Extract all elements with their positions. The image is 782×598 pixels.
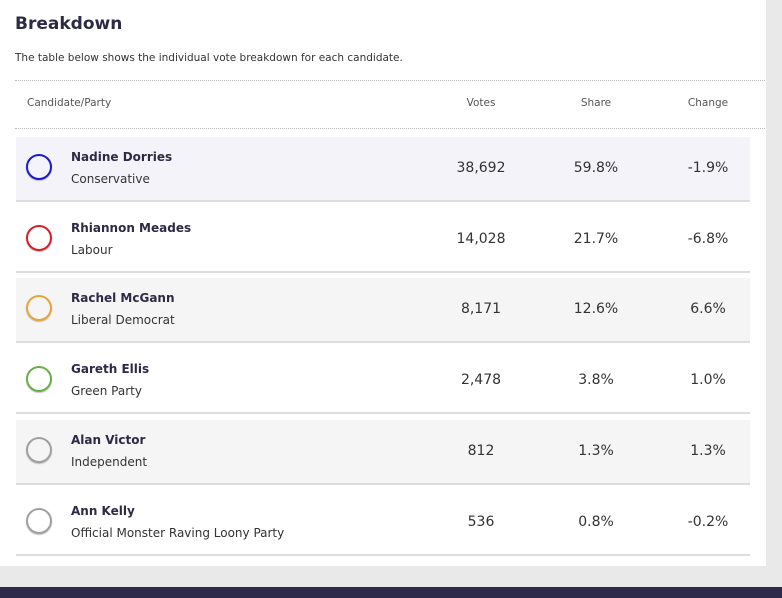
votes: 8,171 bbox=[460, 301, 502, 318]
candidate-row: Rachel McGann Liberal Democrat 8,171 12.6% 6… bbox=[16, 278, 750, 342]
candidate-name: Rachel McGann bbox=[71, 291, 175, 306]
share: 0.8% bbox=[578, 513, 614, 530]
candidate-name: Rhiannon Meades bbox=[71, 220, 192, 235]
change: 1.0% bbox=[690, 372, 726, 389]
change: -6.8% bbox=[687, 230, 729, 247]
party-name: Independent bbox=[71, 454, 148, 469]
votes: 38,692 bbox=[456, 160, 506, 176]
divider bbox=[15, 128, 765, 129]
party-name: Green Party bbox=[71, 384, 142, 399]
candidate-name: Nadine Dorries bbox=[71, 150, 173, 164]
share: 1.3% bbox=[578, 442, 614, 459]
description: The table below shows the individual vot… bbox=[15, 52, 403, 64]
candidate-name: Alan Victor bbox=[71, 432, 146, 447]
votes: 536 bbox=[467, 513, 495, 530]
votes: 812 bbox=[467, 442, 495, 459]
party-circle bbox=[26, 295, 52, 322]
column-header: Change bbox=[687, 97, 729, 109]
party-name: Labour bbox=[71, 242, 113, 257]
party-name: Conservative bbox=[71, 172, 150, 186]
change: -1.9% bbox=[687, 160, 729, 176]
party-name: Liberal Democrat bbox=[71, 313, 175, 328]
column-header: Candidate/Party bbox=[27, 97, 112, 109]
party-circle bbox=[26, 507, 52, 534]
change: 6.6% bbox=[690, 301, 726, 318]
candidate-row: Alan Victor Independent 812 1.3% 1.3% bbox=[16, 419, 750, 483]
candidate-row: Rhiannon Meades Labour 14,028 21.7% -6.8% bbox=[16, 207, 750, 271]
candidate-row: Gareth Ellis Green Party 2,478 3.8% 1.0% bbox=[16, 349, 750, 413]
share: 12.6% bbox=[573, 301, 619, 318]
title: Breakdown bbox=[15, 14, 123, 34]
column-header: Share bbox=[580, 97, 612, 109]
party-circle bbox=[26, 154, 52, 180]
breakdown-panel: Breakdown The table below shows the indi… bbox=[0, 0, 766, 566]
change: -0.2% bbox=[687, 513, 729, 530]
column-header: Votes bbox=[466, 97, 496, 109]
candidate-name: Gareth Ellis bbox=[71, 362, 150, 377]
party-circle bbox=[26, 224, 52, 251]
party-circle bbox=[26, 366, 52, 393]
candidate-row: Nadine Dorries Conservative 38,692 59.8% -1.… bbox=[16, 137, 750, 200]
votes: 2,478 bbox=[460, 372, 502, 389]
party-circle bbox=[26, 436, 52, 463]
party-name: Official Monster Raving Loony Party bbox=[71, 525, 285, 540]
change: 1.3% bbox=[690, 442, 726, 459]
votes: 14,028 bbox=[456, 230, 506, 247]
share: 59.8% bbox=[573, 160, 619, 176]
divider bbox=[15, 80, 765, 81]
footer-bar bbox=[0, 587, 782, 598]
candidate-name: Ann Kelly bbox=[71, 503, 135, 518]
candidate-row: Ann Kelly Official Monster Raving Loony P… bbox=[16, 490, 750, 554]
share: 3.8% bbox=[578, 372, 614, 389]
share: 21.7% bbox=[573, 230, 619, 247]
